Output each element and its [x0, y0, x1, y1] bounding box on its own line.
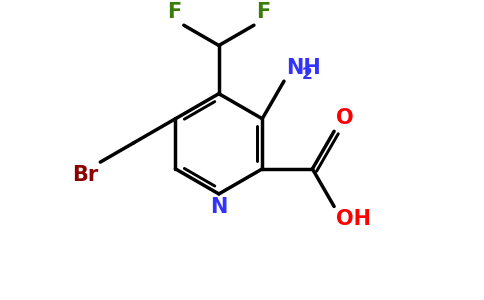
Text: F: F: [167, 2, 182, 22]
Text: N: N: [210, 197, 227, 217]
Text: OH: OH: [336, 209, 371, 229]
Text: O: O: [336, 108, 354, 128]
Text: Br: Br: [72, 165, 98, 185]
Text: 2: 2: [302, 67, 312, 82]
Text: F: F: [256, 2, 270, 22]
Text: NH: NH: [286, 58, 321, 78]
